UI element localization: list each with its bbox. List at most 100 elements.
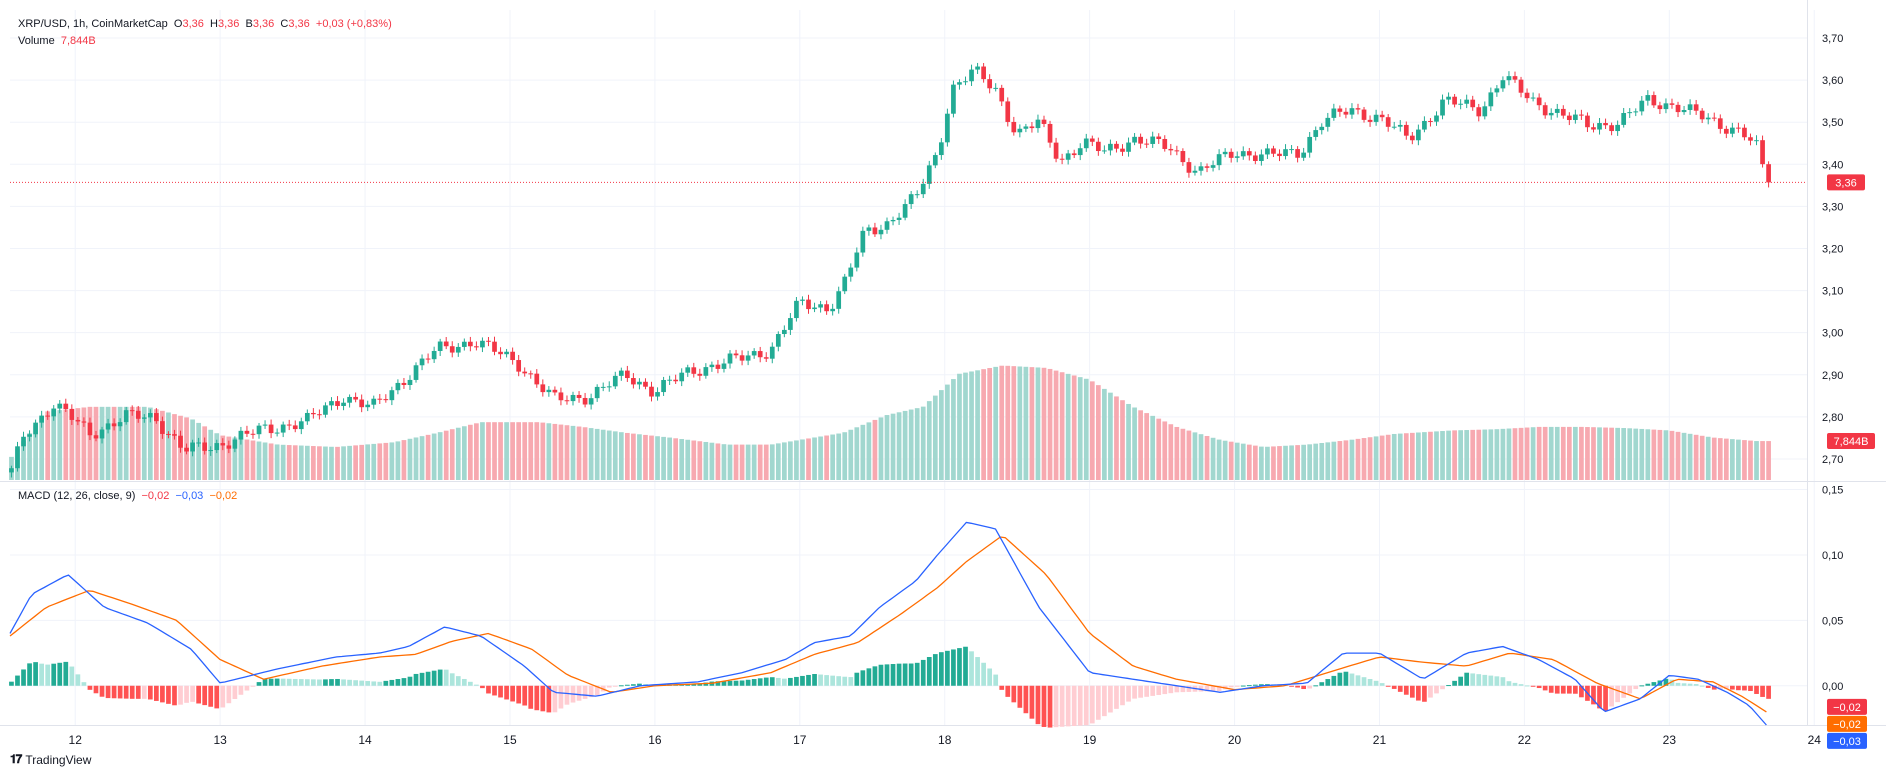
volume-bar: [1289, 445, 1294, 480]
volume-bar: [1029, 367, 1035, 480]
volume-bar: [510, 422, 515, 480]
volume-bar: [160, 410, 165, 480]
candle-body: [1470, 99, 1476, 108]
volume-bar: [1530, 427, 1536, 480]
volume-bar: [1083, 378, 1089, 480]
volume-bar: [655, 436, 660, 480]
volume-bar: [649, 435, 654, 480]
candle-body: [347, 396, 352, 403]
candle-body: [190, 442, 195, 452]
macd-histogram-bar: [848, 677, 854, 686]
macd-histogram-bar: [1186, 685, 1192, 692]
volume-bar: [443, 430, 449, 480]
volume-bar: [637, 434, 642, 480]
volume-bar: [1560, 426, 1566, 480]
volume-bar: [1120, 400, 1125, 480]
macd-histogram-bar: [359, 680, 365, 686]
volume-bar: [220, 435, 226, 480]
volume-bar: [757, 444, 763, 480]
volume-bar: [763, 444, 769, 480]
macd-histogram-bar: [389, 679, 395, 686]
macd-histogram-bar: [1669, 679, 1675, 686]
macd-histogram-bar: [510, 685, 515, 702]
volume-bar: [1609, 427, 1614, 480]
candle-body: [631, 378, 636, 385]
signal-line: [9, 536, 1767, 713]
macd-histogram-bar: [317, 679, 322, 686]
change-value: +0,03 (+0,83%): [315, 18, 392, 30]
candle-body: [1289, 149, 1294, 151]
candle-body: [335, 401, 340, 406]
volume-bar: [154, 409, 159, 480]
volume-bar: [1645, 429, 1651, 480]
candle-body: [751, 351, 757, 356]
macd-histogram-bar: [1289, 685, 1294, 687]
volume-bar: [123, 406, 129, 480]
macd-histogram-bar: [1361, 677, 1367, 686]
candle-body: [957, 82, 962, 85]
volume-bar: [866, 422, 872, 480]
volume-bar: [957, 373, 962, 480]
candle-body: [1331, 108, 1337, 118]
candle-body: [522, 371, 528, 374]
macd-histogram-bar: [1681, 683, 1687, 686]
candle-body: [292, 425, 298, 430]
volume-bar: [1126, 403, 1131, 480]
volume-bar: [371, 443, 377, 480]
candle-body: [449, 346, 455, 353]
candle-body: [884, 221, 890, 230]
candle-body: [262, 424, 268, 426]
macd-histogram-bar: [703, 682, 709, 686]
time-tick-label: 12: [69, 733, 83, 747]
tradingview-brand[interactable]: 𝟏𝟕 TradingView: [10, 752, 91, 767]
macd-histogram-bar: [788, 677, 793, 686]
macd-histogram-bar: [914, 662, 920, 686]
volume-bar: [594, 428, 600, 480]
volume-bar: [1271, 446, 1276, 480]
candle-body: [341, 402, 346, 406]
volume-bar: [1476, 429, 1482, 480]
candle-body: [1252, 155, 1258, 161]
candle-body: [1089, 138, 1095, 142]
macd-histogram-bar: [1011, 685, 1017, 703]
candle-body: [1403, 124, 1409, 136]
macd-histogram-bar: [51, 663, 57, 686]
candle-body: [1144, 143, 1150, 145]
macd-histogram-bar: [117, 685, 123, 699]
macd-line-value: −0,03: [175, 490, 204, 502]
macd-histogram-bar: [963, 646, 968, 686]
volume-bar: [419, 436, 425, 480]
volume-bar: [1114, 396, 1119, 480]
candle-body: [39, 415, 44, 423]
candle-body: [383, 399, 389, 401]
candle-body: [794, 300, 799, 319]
macd-histogram-bar: [1083, 685, 1089, 726]
low-label: B: [245, 18, 253, 30]
volume-bar: [1138, 410, 1143, 480]
volume-bar: [721, 444, 727, 480]
candle-body: [365, 404, 371, 408]
volume-bar: [480, 422, 485, 480]
candle-body: [1391, 126, 1397, 128]
macd-histogram-bar: [365, 681, 371, 686]
volume-bar: [582, 427, 588, 480]
macd-histogram-bar: [1089, 685, 1095, 724]
volume-bar: [1343, 440, 1349, 480]
candle-body: [1597, 123, 1602, 130]
volume-bar: [703, 441, 709, 480]
time-tick-label: 19: [1083, 733, 1097, 747]
candle-body: [298, 421, 304, 430]
volume-bar: [1035, 367, 1041, 480]
candle-body: [1035, 119, 1041, 129]
candle-body: [625, 370, 630, 379]
volume-bar: [1385, 434, 1391, 480]
candle-body: [1416, 129, 1421, 141]
candle-body: [1428, 120, 1433, 122]
macd-histogram-bar: [1023, 685, 1029, 714]
volume-bar: [27, 433, 32, 480]
macd-histogram-bar: [739, 680, 745, 686]
volume-bar: [323, 446, 328, 480]
macd-legend: MACD (12, 26, close, 9) −0,02 −0,03 −0,0…: [18, 488, 237, 504]
